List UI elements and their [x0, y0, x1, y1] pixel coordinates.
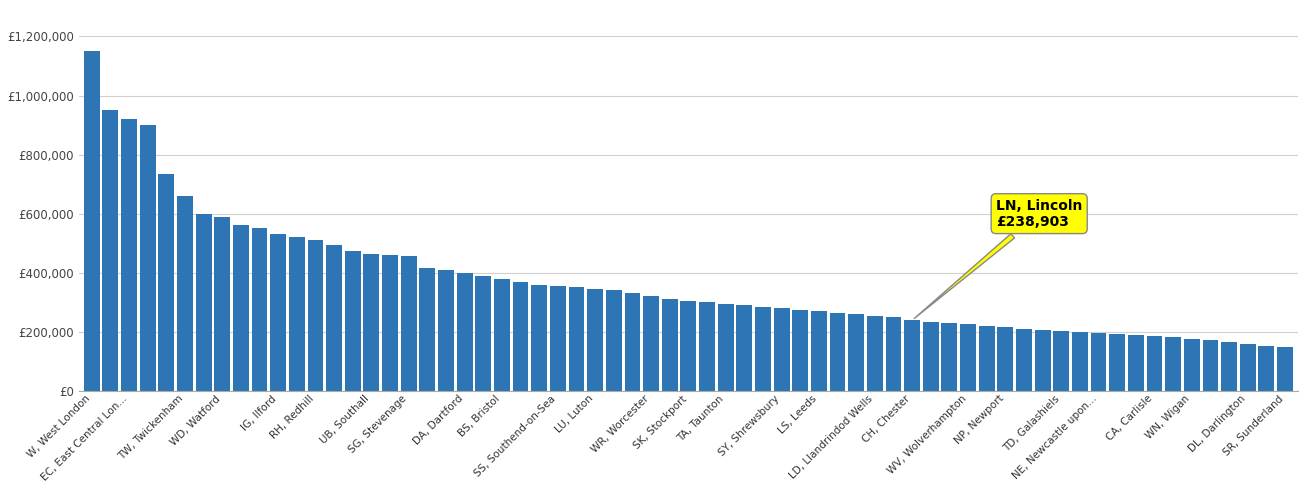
Bar — [196, 214, 211, 391]
Bar — [979, 326, 994, 391]
Bar — [830, 313, 846, 391]
Bar — [1017, 329, 1032, 391]
Bar — [718, 304, 733, 391]
Bar — [1053, 331, 1069, 391]
Bar — [158, 174, 175, 391]
Bar — [457, 273, 472, 391]
Bar — [625, 294, 641, 391]
Bar — [643, 296, 659, 391]
Bar — [1221, 342, 1237, 391]
Bar — [792, 310, 808, 391]
Bar — [680, 301, 697, 391]
Bar — [736, 305, 752, 391]
Bar — [1165, 338, 1181, 391]
Bar — [1202, 340, 1219, 391]
Bar — [401, 256, 416, 391]
Bar — [997, 327, 1013, 391]
Bar — [1109, 334, 1125, 391]
Bar — [587, 289, 603, 391]
Bar — [103, 110, 119, 391]
Bar — [270, 234, 286, 391]
Bar — [569, 288, 585, 391]
Bar — [513, 282, 529, 391]
Bar — [140, 125, 155, 391]
Bar — [886, 317, 902, 391]
Bar — [1035, 330, 1051, 391]
Bar — [662, 299, 677, 391]
Bar — [252, 228, 268, 391]
Bar — [867, 316, 882, 391]
Bar — [1147, 336, 1163, 391]
Bar — [1240, 343, 1255, 391]
Bar — [549, 286, 566, 391]
Bar — [495, 279, 510, 391]
Bar — [756, 307, 771, 391]
Bar — [699, 302, 715, 391]
Bar — [177, 196, 193, 391]
Bar — [1128, 335, 1143, 391]
Text: LN, Lincoln
£238,903: LN, Lincoln £238,903 — [915, 198, 1082, 318]
Bar — [941, 323, 958, 391]
Bar — [345, 250, 360, 391]
Bar — [531, 285, 547, 391]
Bar — [904, 320, 920, 391]
Bar — [288, 237, 305, 391]
Bar — [121, 119, 137, 391]
Bar — [234, 225, 249, 391]
Bar — [1258, 345, 1274, 391]
Bar — [1278, 347, 1293, 391]
Bar — [960, 324, 976, 391]
Bar — [382, 255, 398, 391]
Bar — [606, 291, 621, 391]
Bar — [364, 253, 380, 391]
Bar — [848, 314, 864, 391]
Bar — [475, 276, 491, 391]
Bar — [84, 51, 99, 391]
Bar — [326, 245, 342, 391]
Bar — [214, 217, 230, 391]
Bar — [810, 311, 827, 391]
Bar — [1091, 333, 1107, 391]
Bar — [438, 270, 454, 391]
Bar — [774, 308, 790, 391]
Bar — [419, 269, 436, 391]
Bar — [923, 322, 938, 391]
Bar — [1184, 339, 1199, 391]
Bar — [1071, 332, 1088, 391]
Bar — [308, 240, 324, 391]
